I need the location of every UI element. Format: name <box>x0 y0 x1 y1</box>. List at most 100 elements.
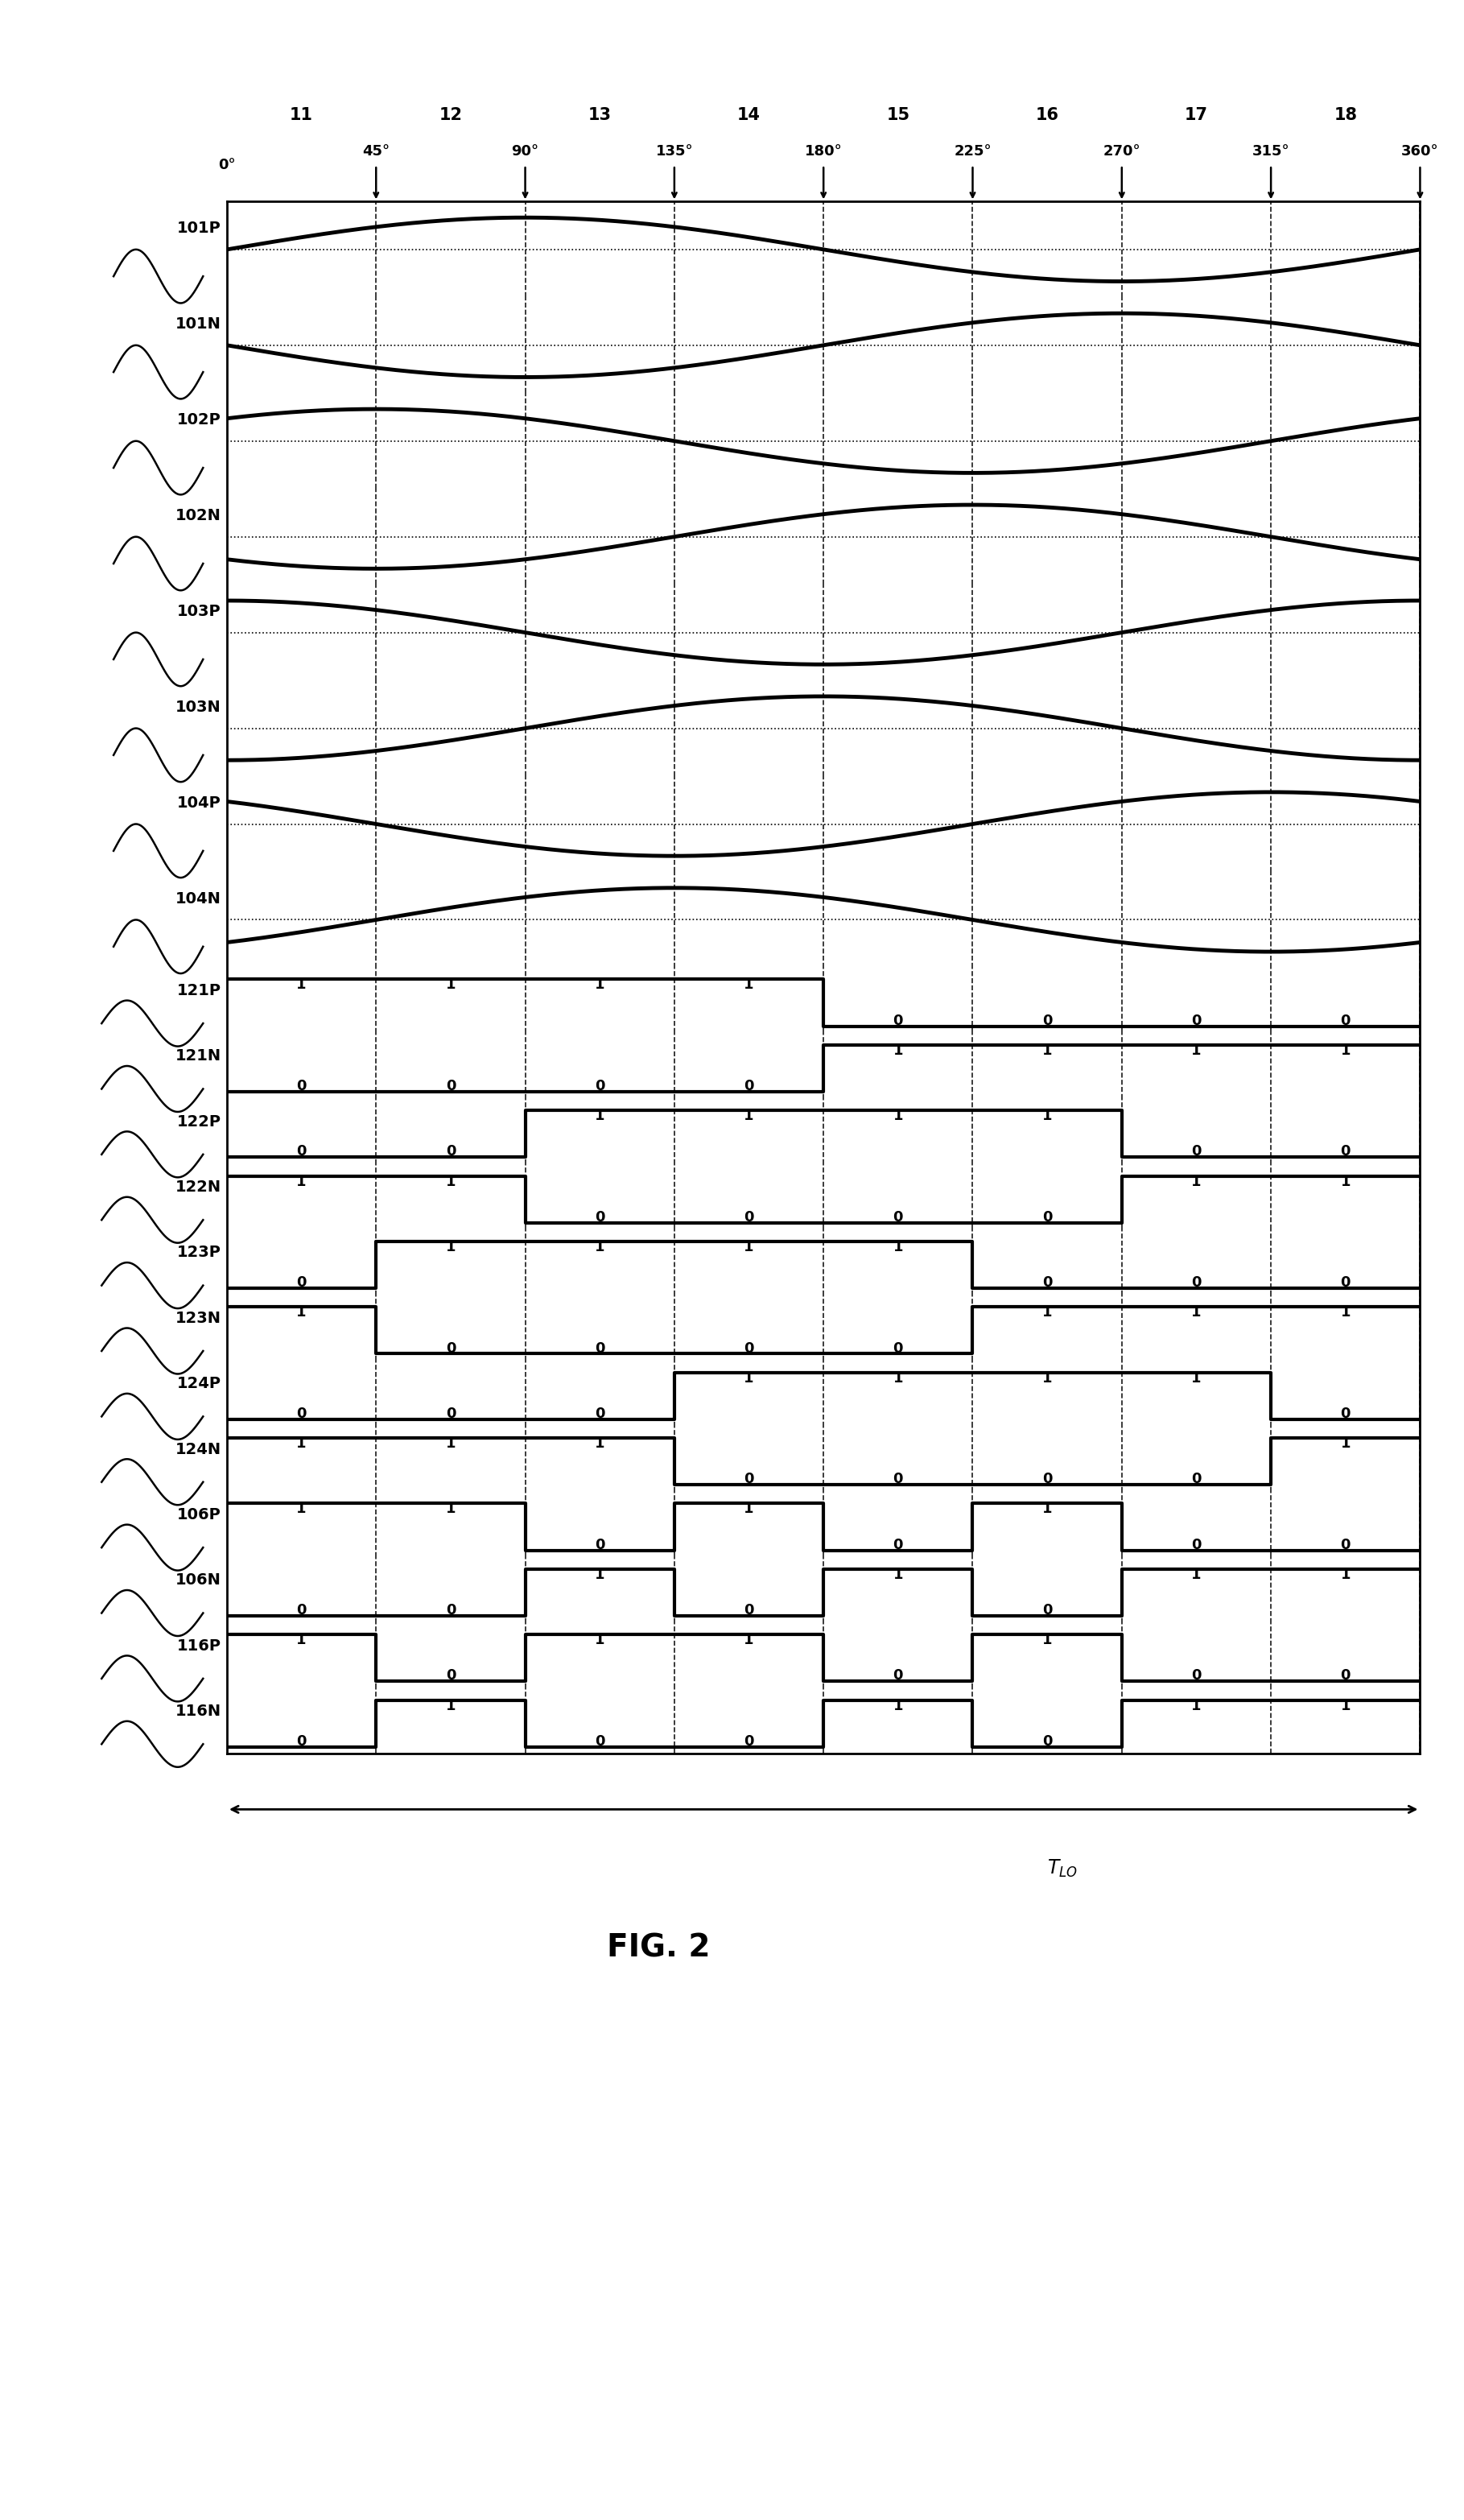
Text: 1: 1 <box>744 978 754 993</box>
Text: 360°: 360° <box>1401 144 1439 159</box>
Text: 1: 1 <box>297 1305 306 1320</box>
Text: 1: 1 <box>594 1240 605 1255</box>
Text: 1: 1 <box>445 1502 455 1517</box>
Text: 0: 0 <box>1192 1013 1202 1028</box>
Text: 1: 1 <box>1192 1371 1202 1386</box>
Text: 0: 0 <box>1192 1537 1202 1552</box>
Text: 11: 11 <box>290 106 313 123</box>
Text: 121P: 121P <box>177 983 221 998</box>
Text: 101P: 101P <box>177 222 221 237</box>
Text: 104N: 104N <box>176 892 221 907</box>
Text: 0: 0 <box>893 1013 903 1028</box>
Text: 123N: 123N <box>176 1310 221 1326</box>
Text: 0: 0 <box>1192 1275 1202 1290</box>
Text: 116P: 116P <box>177 1638 221 1653</box>
Text: 1: 1 <box>1192 1567 1202 1583</box>
Text: 122N: 122N <box>176 1179 221 1194</box>
Text: 1: 1 <box>445 978 455 993</box>
Text: 1: 1 <box>594 1436 605 1452</box>
Text: 18: 18 <box>1334 106 1357 123</box>
Text: 102P: 102P <box>177 413 221 428</box>
Text: 0: 0 <box>1042 1603 1053 1618</box>
Text: 103P: 103P <box>177 605 221 620</box>
Text: 270°: 270° <box>1102 144 1140 159</box>
Text: 101N: 101N <box>176 318 221 333</box>
Text: 1: 1 <box>594 1567 605 1583</box>
Text: 15: 15 <box>886 106 909 123</box>
Text: 0: 0 <box>1341 1275 1350 1290</box>
Text: 0: 0 <box>1042 1734 1053 1749</box>
Text: 1: 1 <box>445 1698 455 1714</box>
Text: 1: 1 <box>445 1436 455 1452</box>
Text: 1: 1 <box>594 1633 605 1648</box>
Text: 0: 0 <box>594 1406 605 1421</box>
Text: 1: 1 <box>1341 1567 1350 1583</box>
Text: 0: 0 <box>297 1603 306 1618</box>
Text: 0: 0 <box>744 1079 754 1094</box>
Text: 0: 0 <box>297 1406 306 1421</box>
Text: 1: 1 <box>1042 1109 1053 1124</box>
Text: 1: 1 <box>893 1043 903 1058</box>
Text: 0: 0 <box>445 1341 455 1356</box>
Text: 1: 1 <box>744 1240 754 1255</box>
Text: 135°: 135° <box>656 144 692 159</box>
Text: 1: 1 <box>1341 1174 1350 1189</box>
Text: 0: 0 <box>893 1668 903 1683</box>
Text: 0: 0 <box>1341 1406 1350 1421</box>
Text: 0: 0 <box>594 1079 605 1094</box>
Text: 0: 0 <box>445 1406 455 1421</box>
Text: 1: 1 <box>744 1502 754 1517</box>
Text: 0: 0 <box>1341 1668 1350 1683</box>
Text: 16: 16 <box>1035 106 1058 123</box>
Text: 0: 0 <box>594 1210 605 1225</box>
Text: 102N: 102N <box>176 509 221 524</box>
Text: 0: 0 <box>893 1341 903 1356</box>
Text: 1: 1 <box>297 1174 306 1189</box>
Text: 1: 1 <box>1042 1502 1053 1517</box>
Text: 0: 0 <box>594 1341 605 1356</box>
Text: 13: 13 <box>589 106 612 123</box>
Text: 14: 14 <box>738 106 761 123</box>
Text: 1: 1 <box>1042 1371 1053 1386</box>
Text: 0: 0 <box>1042 1210 1053 1225</box>
Text: 1: 1 <box>297 978 306 993</box>
Text: 1: 1 <box>744 1371 754 1386</box>
Text: 1: 1 <box>445 1240 455 1255</box>
Text: 104P: 104P <box>177 796 221 811</box>
Text: 0: 0 <box>893 1537 903 1552</box>
Text: 0: 0 <box>1341 1537 1350 1552</box>
Text: 1: 1 <box>893 1109 903 1124</box>
Text: 17: 17 <box>1184 106 1208 123</box>
Text: 1: 1 <box>1341 1436 1350 1452</box>
Text: 0: 0 <box>1042 1472 1053 1487</box>
Text: 106N: 106N <box>176 1572 221 1588</box>
Text: 0: 0 <box>1192 1472 1202 1487</box>
Text: 0: 0 <box>744 1472 754 1487</box>
Text: 1: 1 <box>1341 1043 1350 1058</box>
Text: 0: 0 <box>1341 1144 1350 1159</box>
Text: 0: 0 <box>297 1275 306 1290</box>
Text: 0: 0 <box>297 1144 306 1159</box>
Text: 1: 1 <box>1192 1698 1202 1714</box>
Text: 0: 0 <box>445 1603 455 1618</box>
Text: 0: 0 <box>1341 1013 1350 1028</box>
Text: 0: 0 <box>1192 1668 1202 1683</box>
Text: 12: 12 <box>439 106 463 123</box>
Text: 0: 0 <box>744 1210 754 1225</box>
Text: 45°: 45° <box>362 144 389 159</box>
Text: 0: 0 <box>445 1668 455 1683</box>
Text: $T_{LO}$: $T_{LO}$ <box>1047 1857 1078 1880</box>
Text: 1: 1 <box>744 1109 754 1124</box>
Text: 225°: 225° <box>955 144 991 159</box>
Text: 1: 1 <box>1042 1043 1053 1058</box>
Text: 1: 1 <box>893 1371 903 1386</box>
Text: 1: 1 <box>297 1436 306 1452</box>
Text: 123P: 123P <box>177 1245 221 1260</box>
Text: 121N: 121N <box>176 1048 221 1063</box>
Text: 1: 1 <box>297 1633 306 1648</box>
Text: 90°: 90° <box>511 144 539 159</box>
Text: 1: 1 <box>594 978 605 993</box>
Text: 1: 1 <box>1192 1043 1202 1058</box>
Text: 0: 0 <box>445 1079 455 1094</box>
Text: 1: 1 <box>744 1633 754 1648</box>
